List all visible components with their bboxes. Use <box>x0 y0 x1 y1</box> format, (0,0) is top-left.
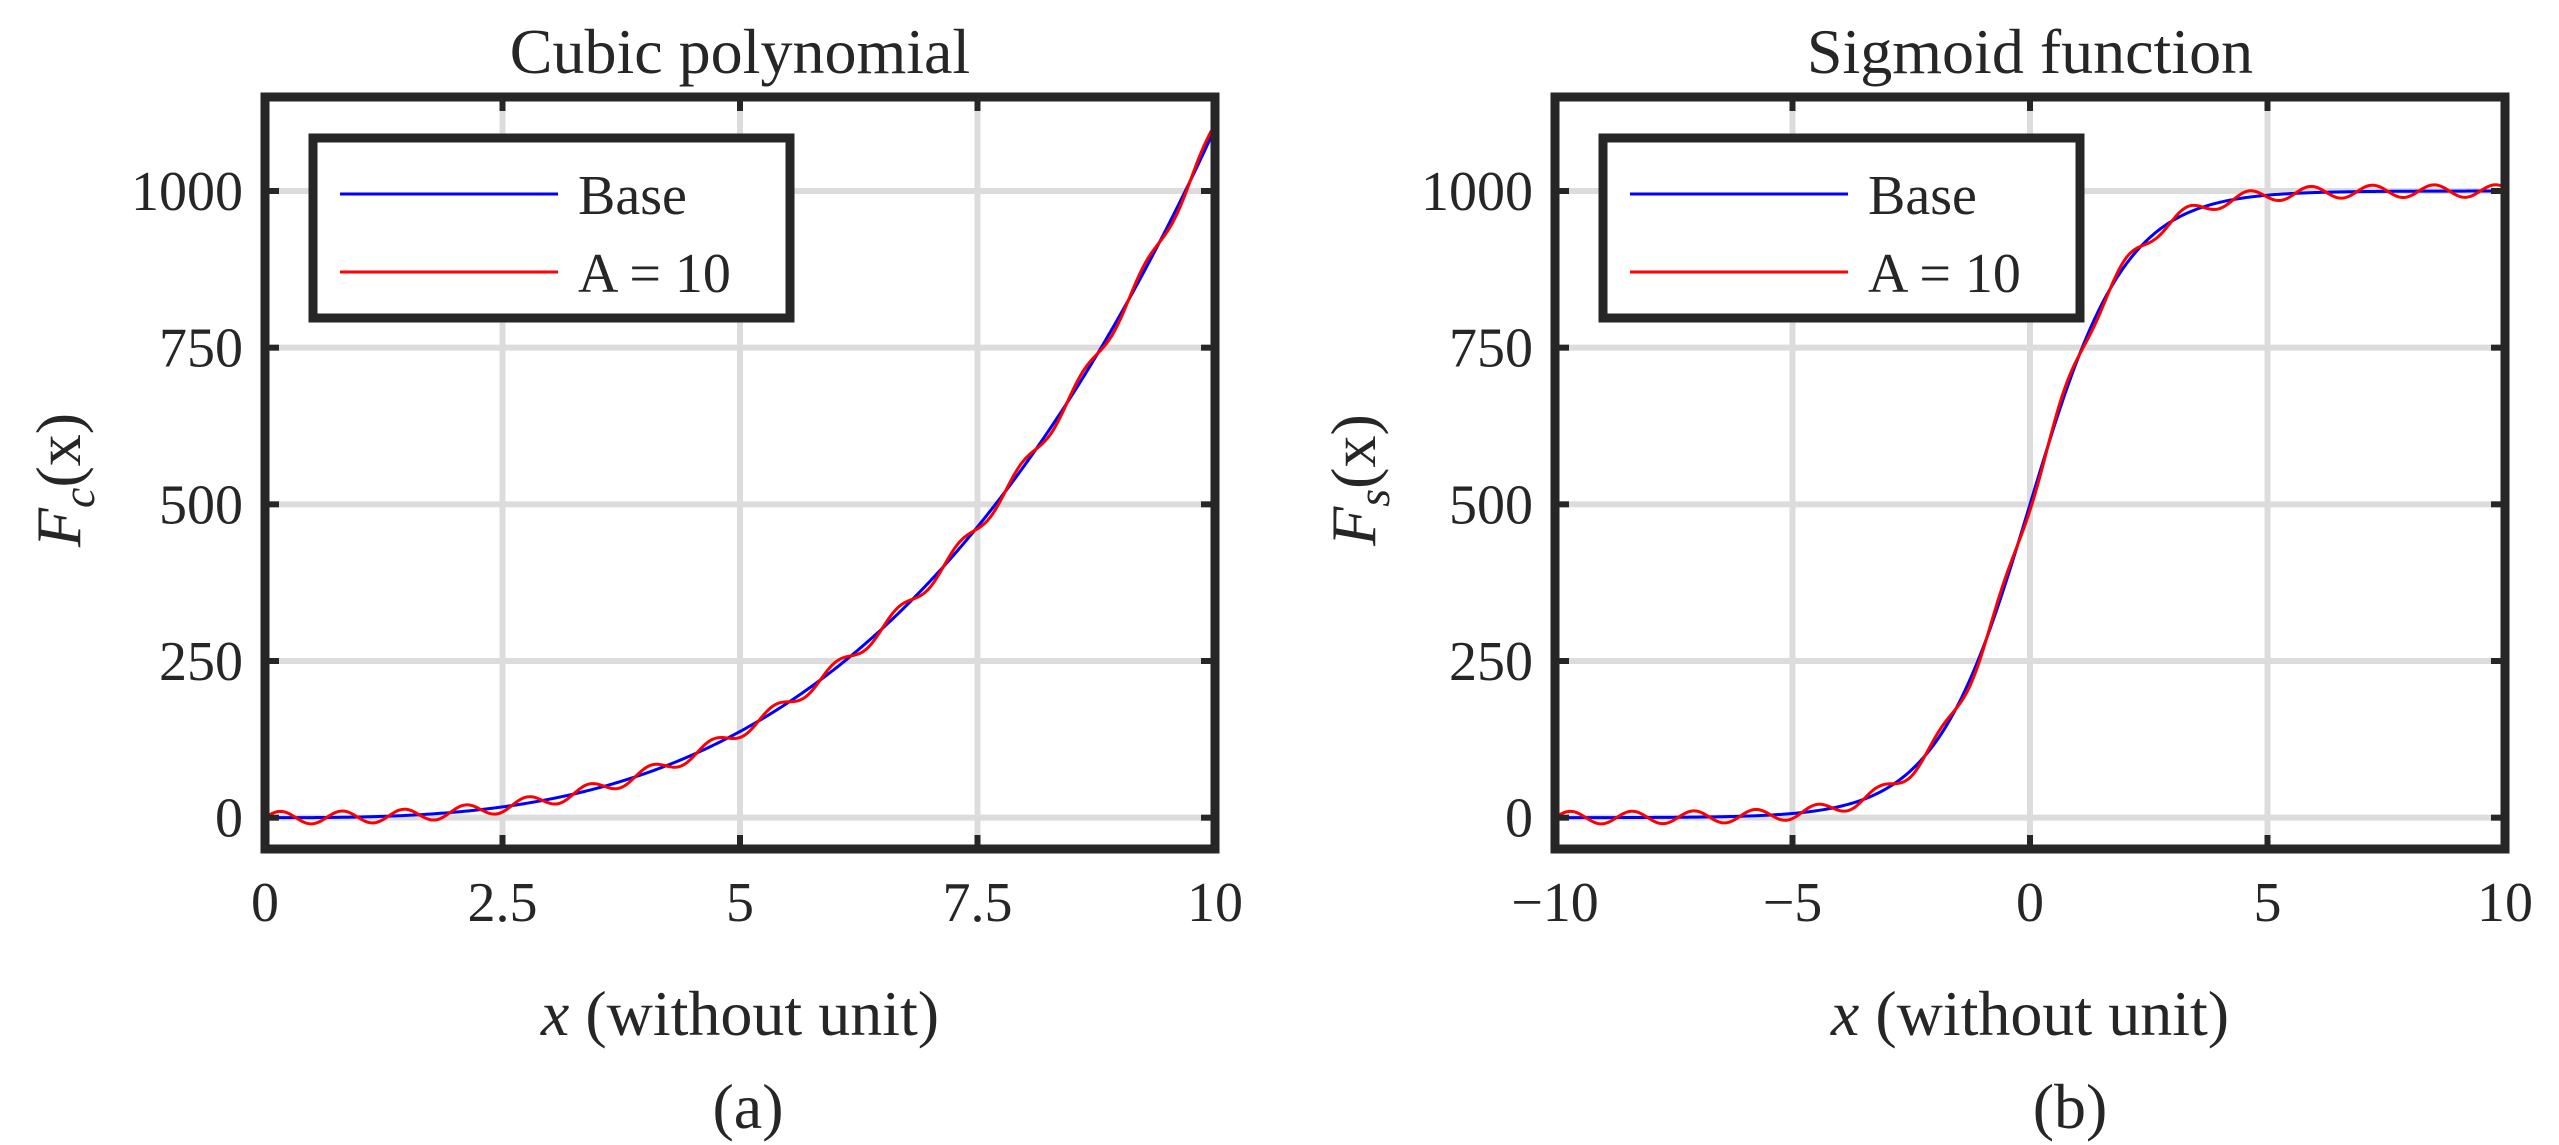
x-axis-label-a: x (without unit) <box>540 978 939 1049</box>
tick-marks-a <box>262 97 1218 849</box>
x-axis-label-text-b: (without unit) <box>1859 978 2229 1049</box>
x-tick-label: 5 <box>726 872 754 934</box>
y-axis-label-a: Fc(x) <box>23 413 104 548</box>
x-tick-label: 5 <box>2254 872 2282 934</box>
y-tick-label: 1000 <box>131 161 243 223</box>
tick-labels-b: −10 −5 0 5 10 0 250 500 750 1000 <box>1421 161 2533 934</box>
x-tick-label: 2.5 <box>468 872 538 934</box>
y-axis-label-base-b: F <box>1318 506 1389 547</box>
y-tick-label: 500 <box>1449 474 1533 536</box>
x-tick-label: 10 <box>1187 872 1243 934</box>
x-tick-label: 10 <box>2477 872 2533 934</box>
x-axis-label-var-a: x <box>540 978 569 1049</box>
series-group-a <box>264 123 1217 826</box>
chart-title-b: Sigmoid function <box>1807 16 2253 87</box>
y-axis-label-b: Fs(x) <box>1318 414 1399 547</box>
y-tick-label: 0 <box>1505 788 1533 850</box>
legend-b: Base A = 10 <box>1598 133 2085 323</box>
series-line-a10 <box>1554 183 2506 826</box>
legend-label-base-a: Base <box>578 165 687 227</box>
x-tick-label: 7.5 <box>943 872 1013 934</box>
x-axis-label-b: x (without unit) <box>1830 978 2229 1049</box>
x-tick-label: −10 <box>1511 872 1599 934</box>
y-axis-label-sub-b: s <box>1348 489 1399 507</box>
y-tick-label: 250 <box>159 631 243 693</box>
y-tick-label: 500 <box>159 474 243 536</box>
y-tick-label: 1000 <box>1421 161 1533 223</box>
legend-a: Base A = 10 <box>308 133 795 323</box>
y-tick-label: 0 <box>215 788 243 850</box>
legend-box-a <box>308 133 795 323</box>
series-line-a10 <box>264 123 1217 826</box>
series-line-base <box>265 127 1217 820</box>
x-axis-label-var-b: x <box>1830 978 1859 1049</box>
series-line-base <box>1555 189 2505 820</box>
legend-label-a10-a: A = 10 <box>578 243 731 305</box>
y-tick-label: 250 <box>1449 631 1533 693</box>
tick-labels-a: 0 2.5 5 7.5 10 0 250 500 750 1000 <box>131 161 1243 934</box>
legend-label-a10-b: A = 10 <box>1868 243 2021 305</box>
y-axis-label-arg-b: (x) <box>1318 414 1389 489</box>
y-axis-label-sub-a: c <box>53 488 104 508</box>
legend-label-base-b: Base <box>1868 165 1977 227</box>
x-tick-label: −5 <box>1763 872 1823 934</box>
series-group-b <box>1554 183 2506 826</box>
x-tick-label: 0 <box>251 872 279 934</box>
panel-label-a: (a) <box>712 1071 783 1142</box>
panel-label-b: (b) <box>2033 1071 2108 1142</box>
tick-marks-b <box>1552 97 2508 849</box>
chart-title-a: Cubic polynomial <box>510 16 970 87</box>
chart-sigmoid-function: −10 −5 0 5 10 0 250 500 750 1000 Sigmoid function… <box>1318 16 2533 1142</box>
y-tick-label: 750 <box>159 318 243 380</box>
x-axis-label-text-a: (without unit) <box>569 978 939 1049</box>
chart-cubic-polynomial: 0 2.5 5 7.5 10 0 250 500 750 1000 Cubic polynomia… <box>23 16 1243 1142</box>
y-axis-label-base-a: F <box>23 507 94 548</box>
y-axis-label-arg-a: (x) <box>23 413 94 488</box>
x-tick-label: 0 <box>2016 872 2044 934</box>
legend-box-b <box>1598 133 2085 323</box>
y-tick-label: 750 <box>1449 318 1533 380</box>
